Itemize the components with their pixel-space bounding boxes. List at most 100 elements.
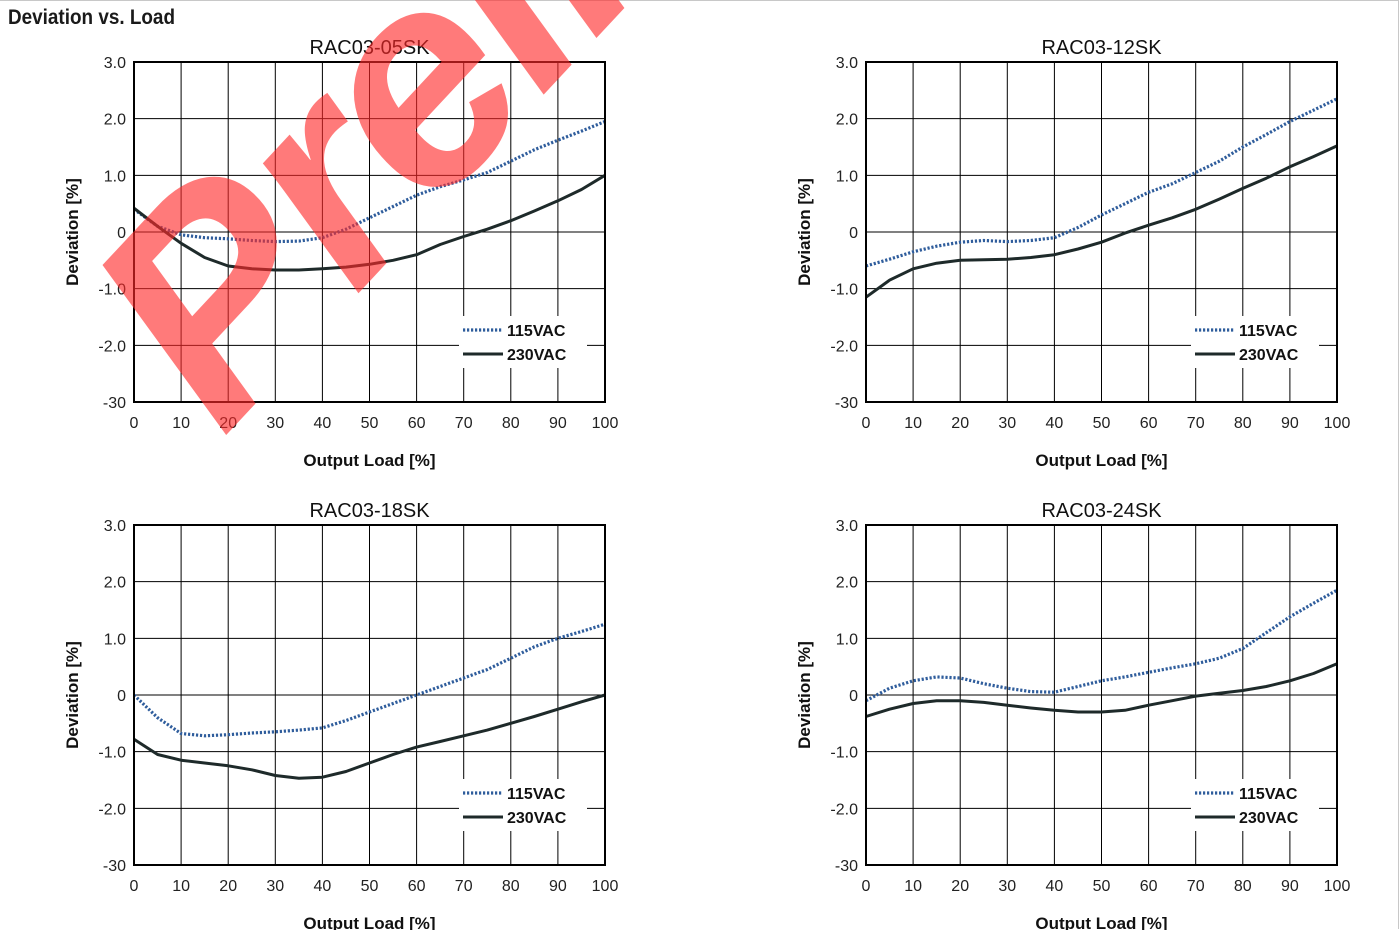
x-tick-label: 40 [1046, 878, 1064, 895]
y-tick-label: 0 [849, 688, 858, 705]
legend-label: 115VAC [1239, 323, 1298, 340]
x-tick-label: 70 [1187, 415, 1205, 432]
x-tick-label: 70 [455, 415, 473, 432]
x-tick-label: 0 [862, 878, 871, 895]
chart-4: 0 10 20 30 40 50 60 70 80 90 100 3.0 2.0 1.0 0 -1.0 -2.0… [795, 500, 1350, 930]
x-tick-label: 90 [549, 415, 567, 432]
x-tick-label: 20 [219, 415, 237, 432]
x-tick-label: 40 [314, 878, 332, 895]
x-tick-label: 0 [130, 878, 139, 895]
chart-title: RAC03-12SK [1041, 37, 1162, 59]
x-tick-label: 60 [408, 415, 426, 432]
y-axis-label: Deviation [%] [63, 641, 82, 749]
plot-frame [865, 524, 1338, 866]
x-tick-label: 10 [904, 878, 922, 895]
x-tick-label: 40 [314, 415, 332, 432]
y-tick-label: -30 [103, 858, 126, 875]
series-line-230vac [133, 174, 606, 272]
legend: 115VAC 230VAC [1191, 779, 1319, 831]
y-tick-label: 1.0 [104, 168, 126, 185]
y-tick-label: 0 [849, 225, 858, 242]
x-tick-label: 60 [1140, 415, 1158, 432]
series-line-115vac [865, 97, 1338, 268]
y-tick-label: 1.0 [836, 168, 858, 185]
y-tick-label: -30 [103, 395, 126, 412]
x-axis-label: Output Load [%] [303, 451, 435, 470]
y-tick-label: 2.0 [836, 112, 858, 129]
x-tick-label: 20 [219, 878, 237, 895]
x-tick-label: 80 [502, 415, 520, 432]
x-axis-label: Output Load [%] [1035, 914, 1167, 930]
legend-label: 115VAC [1239, 786, 1298, 803]
x-tick-label: 30 [266, 415, 284, 432]
y-tick-label: -1.0 [98, 745, 126, 762]
y-tick-label: 2.0 [104, 575, 126, 592]
y-tick-label: -2.0 [830, 338, 858, 355]
series-line-230vac [865, 662, 1338, 718]
legend-label: 230VAC [507, 347, 567, 364]
page-title: Deviation vs. Load [8, 6, 175, 29]
chart-3: 0 10 20 30 40 50 60 70 80 90 100 3.0 2.0 1.0 0 -1.0 -2.0… [63, 500, 618, 930]
chart-2: 0 10 20 30 40 50 60 70 80 90 100 3.0 2.0 1.0 0 -1.0 -2.0… [795, 37, 1350, 470]
x-tick-label: 40 [1046, 415, 1064, 432]
legend-background [459, 316, 587, 368]
x-tick-label: 100 [592, 878, 619, 895]
y-tick-label: 0 [117, 225, 126, 242]
x-tick-label: 10 [904, 415, 922, 432]
y-tick-label: 3.0 [104, 55, 126, 72]
x-tick-label: 90 [1281, 415, 1299, 432]
x-tick-label: 80 [1234, 878, 1252, 895]
y-tick-label: -1.0 [830, 745, 858, 762]
x-tick-label: 0 [862, 415, 871, 432]
x-tick-label: 50 [1093, 878, 1111, 895]
y-tick-label: -1.0 [98, 282, 126, 299]
x-tick-label: 30 [266, 878, 284, 895]
x-tick-label: 70 [1187, 878, 1205, 895]
chart-title: RAC03-18SK [309, 500, 430, 522]
y-axis-label: Deviation [%] [795, 641, 814, 749]
x-tick-label: 10 [172, 415, 190, 432]
x-tick-label: 70 [455, 878, 473, 895]
legend: 115VAC 230VAC [1191, 316, 1319, 368]
x-tick-label: 60 [408, 878, 426, 895]
y-tick-label: 1.0 [104, 631, 126, 648]
plot-frame [865, 61, 1338, 403]
x-tick-label: 100 [1324, 415, 1351, 432]
y-tick-label: 1.0 [836, 631, 858, 648]
y-tick-label: 3.0 [836, 55, 858, 72]
y-tick-label: 3.0 [104, 518, 126, 535]
y-axis-label: Deviation [%] [63, 178, 82, 286]
x-tick-label: 80 [502, 878, 520, 895]
y-tick-label: -2.0 [98, 338, 126, 355]
series-line-230vac [865, 144, 1338, 299]
legend-label: 115VAC [507, 786, 566, 803]
x-tick-label: 50 [361, 878, 379, 895]
y-tick-label: -1.0 [830, 282, 858, 299]
legend-background [1191, 779, 1319, 831]
x-tick-label: 20 [951, 415, 969, 432]
plot-frame [133, 524, 606, 866]
chart-title: RAC03-24SK [1041, 500, 1162, 522]
legend: 115VAC 230VAC [459, 779, 587, 831]
x-tick-label: 80 [1234, 415, 1252, 432]
legend-label: 230VAC [1239, 347, 1299, 364]
x-axis-label: Output Load [%] [303, 914, 435, 930]
x-tick-label: 30 [998, 878, 1016, 895]
y-tick-label: -2.0 [98, 801, 126, 818]
legend-label: 115VAC [507, 323, 566, 340]
y-tick-label: 2.0 [836, 575, 858, 592]
series-line-115vac [132, 622, 606, 738]
x-tick-label: 90 [549, 878, 567, 895]
chart-title: RAC03-05SK [309, 37, 430, 59]
series-line-115vac [133, 120, 606, 244]
x-tick-label: 20 [951, 878, 969, 895]
y-tick-label: 0 [117, 688, 126, 705]
x-tick-label: 30 [998, 415, 1016, 432]
legend: 115VAC 230VAC [459, 316, 587, 368]
chart-1: 0 10 20 30 40 50 60 70 80 90 100 3.0 2.0 1.0 0 -1.0 -2.0… [63, 37, 618, 470]
plot-frame [133, 61, 606, 403]
x-axis-label: Output Load [%] [1035, 451, 1167, 470]
x-tick-label: 50 [1093, 415, 1111, 432]
